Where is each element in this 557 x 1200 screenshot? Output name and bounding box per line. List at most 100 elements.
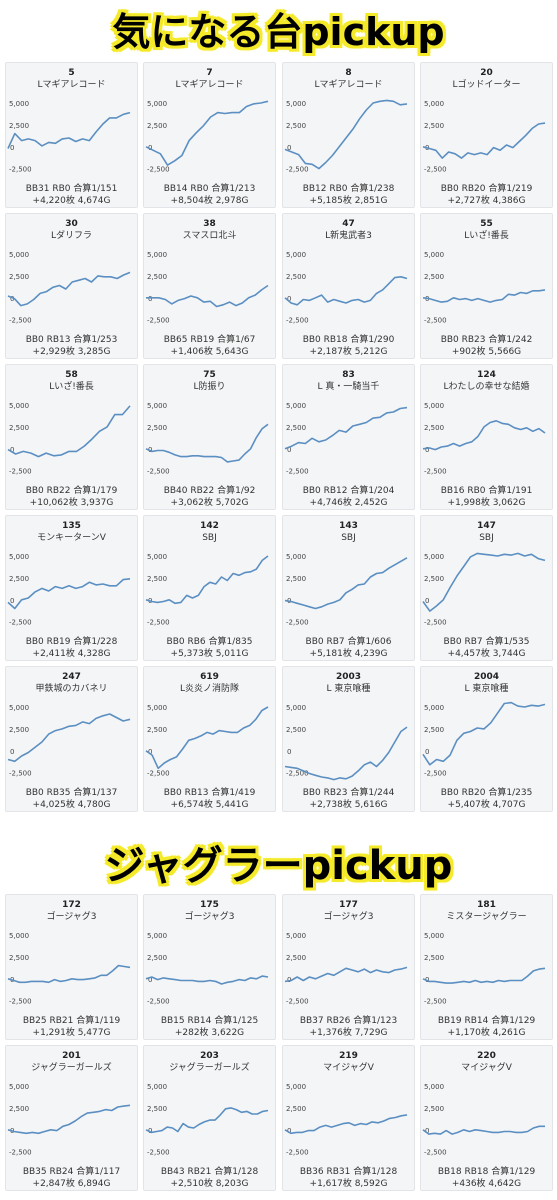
bonus-stats: BB0 RB19 合算1/228 (25, 637, 118, 647)
machine-card[interactable]: 135 モンキーターンV 5,000 2,500 0 -2,500 BB0 RB19 合算1… (5, 515, 138, 661)
machine-card[interactable]: 142 SBJ 5,000 2,500 0 -2,500 BB0 RB6 合算1/835 +5… (143, 515, 276, 661)
machine-card[interactable]: 147 SBJ 5,000 2,500 0 -2,500 BB0 RB7 合算1/535 +4… (420, 515, 553, 661)
machine-card[interactable]: 30 Lダリフラ 5,000 2,500 0 -2,500 BB0 RB13 合算1/253… (5, 213, 138, 359)
machine-name: ゴージャグ3 (323, 912, 374, 922)
y-tick-label: 2,500 (286, 424, 306, 432)
machine-number: 619 (200, 672, 219, 682)
machine-card[interactable]: 220 マイジャグV 5,000 2,500 0 -2,500 BB18 RB18 合算1/… (420, 1045, 553, 1191)
payout-stats: +10,062枚 3,937G (29, 498, 114, 508)
machine-card[interactable]: 219 マイジャグV 5,000 2,500 0 -2,500 BB36 RB31 合算1/… (282, 1045, 415, 1191)
machine-card[interactable]: 177 ゴージャグ3 5,000 2,500 0 -2,500 BB37 RB26 合算1/… (282, 894, 415, 1040)
machine-card[interactable]: 619 L炎炎ノ消防隊 5,000 2,500 0 -2,500 BB0 RB13 合算1/… (143, 666, 276, 812)
series-line (145, 1107, 269, 1134)
machine-number: 203 (200, 1051, 219, 1061)
y-tick-label: 5,000 (286, 553, 306, 561)
y-tick-label: 0 (10, 295, 14, 303)
machine-card[interactable]: 2003 L 東京喰種 5,000 2,500 0 -2,500 BB0 RB23 合算1/… (282, 666, 415, 812)
y-tick-label: -2,500 (9, 166, 32, 174)
machine-name: Lマギアレコード (37, 80, 106, 90)
y-tick-label: 2,500 (286, 1105, 306, 1113)
machine-card[interactable]: 247 甲鉄城のカバネリ 5,000 2,500 0 -2,500 BB0 RB35 合算1… (5, 666, 138, 812)
y-tick-label: 2,500 (9, 122, 29, 130)
machine-number: 142 (200, 521, 219, 531)
payout-stats: +1,406枚 5,643G (170, 347, 249, 357)
machine-card[interactable]: 203 ジャグラーガールズ 5,000 2,500 0 -2,500 BB43 RB21 合… (143, 1045, 276, 1191)
machine-card[interactable]: 172 ゴージャグ3 5,000 2,500 0 -2,500 BB25 RB21 合算1/… (5, 894, 138, 1040)
y-tick-label: 5,000 (286, 251, 306, 259)
series-line (284, 275, 408, 306)
machine-name: 甲鉄城のカバネリ (35, 684, 108, 694)
series-line (284, 1114, 408, 1135)
machine-card[interactable]: 8 Lマギアレコード 5,000 2,500 0 -2,500 BB12 RB0 合算1/2… (282, 62, 415, 208)
bonus-stats: BB0 RB13 合算1/419 (163, 788, 256, 798)
machine-number: 135 (62, 521, 81, 531)
y-tick-label: 0 (287, 144, 291, 152)
y-tick-label: -2,500 (286, 166, 309, 174)
y-tick-label: 0 (148, 144, 152, 152)
machine-card[interactable]: 38 スマスロ北斗 5,000 2,500 0 -2,500 BB65 RB19 合算1/6… (143, 213, 276, 359)
payout-stats: +6,574枚 5,441G (170, 800, 249, 810)
series-line (284, 726, 408, 781)
machine-name: ゴージャグ3 (46, 912, 97, 922)
machine-name: Lゴッドイーター (452, 80, 521, 90)
series-line (422, 122, 546, 159)
machine-card[interactable]: 83 L 真・一騎当千 5,000 2,500 0 -2,500 BB0 RB12 合算1/… (282, 364, 415, 510)
bonus-stats: BB43 RB21 合算1/128 (160, 1167, 259, 1177)
y-tick-label: 0 (287, 446, 291, 454)
payout-stats: +5,185枚 2,851G (309, 196, 388, 206)
series-line (422, 289, 546, 303)
machine-card[interactable]: 20 Lゴッドイーター 5,000 2,500 0 -2,500 BB0 RB20 合算1/… (420, 62, 553, 208)
bonus-stats: BB25 RB21 合算1/119 (22, 1016, 121, 1026)
machine-card[interactable]: 5 Lマギアレコード 5,000 2,500 0 -2,500 BB31 RB0 合算1/1… (5, 62, 138, 208)
machine-card[interactable]: 181 ミスタージャグラー 5,000 2,500 0 -2,500 BB19 RB14 合… (420, 894, 553, 1040)
y-tick-label: -2,500 (9, 998, 32, 1006)
payout-stats: +1,291枚 5,477G (32, 1028, 111, 1038)
y-tick-label: -2,500 (286, 317, 309, 325)
y-tick-label: -2,500 (424, 770, 447, 778)
machine-number: 201 (62, 1051, 81, 1061)
machine-card[interactable]: 55 Lいざ!番長 5,000 2,500 0 -2,500 BB0 RB23 合算1/24… (420, 213, 553, 359)
machine-name: Lダリフラ (50, 231, 92, 241)
series-line (284, 966, 408, 983)
machine-card[interactable]: 7 Lマギアレコード 5,000 2,500 0 -2,500 BB14 RB0 合算1/2… (143, 62, 276, 208)
machine-card[interactable]: 124 Lわたしの幸せな結婚 5,000 2,500 0 -2,500 BB16 RB0 合… (420, 364, 553, 510)
y-tick-label: 5,000 (147, 100, 167, 108)
y-tick-label: 2,500 (286, 954, 306, 962)
machine-number: 58 (65, 370, 78, 380)
machine-name: L新鬼武者3 (325, 231, 372, 241)
machine-card[interactable]: 175 ゴージャグ3 5,000 2,500 0 -2,500 BB15 RB14 合算1/… (143, 894, 276, 1040)
machine-card[interactable]: 47 L新鬼武者3 5,000 2,500 0 -2,500 BB0 RB18 合算1/29… (282, 213, 415, 359)
machine-card[interactable]: 143 SBJ 5,000 2,500 0 -2,500 BB0 RB7 合算1/606 +5… (282, 515, 415, 661)
y-tick-label: -2,500 (9, 317, 32, 325)
payout-stats: +5,181枚 4,239G (309, 649, 388, 659)
machine-name: マイジャグV (461, 1063, 512, 1073)
y-tick-label: 5,000 (424, 251, 444, 259)
machine-card[interactable]: 58 Lいざ!番長 5,000 2,500 0 -2,500 BB0 RB22 合算1/17… (5, 364, 138, 510)
machine-card[interactable]: 201 ジャグラーガールズ 5,000 2,500 0 -2,500 BB35 RB24 合… (5, 1045, 138, 1191)
payout-stats: +5,373枚 5,011G (170, 649, 249, 659)
payout-stats: +8,504枚 2,978G (170, 196, 249, 206)
y-tick-label: 2,500 (147, 954, 167, 962)
series-line (7, 1104, 131, 1135)
machine-card[interactable]: 2004 L 東京喰種 5,000 2,500 0 -2,500 BB0 RB20 合算1/… (420, 666, 553, 812)
y-tick-label: 2,500 (147, 424, 167, 432)
y-tick-label: -2,500 (147, 770, 170, 778)
machine-number: 175 (200, 900, 219, 910)
machine-name: L 真・一騎当千 (317, 382, 380, 392)
y-tick-label: -2,500 (286, 770, 309, 778)
y-tick-label: 5,000 (9, 932, 29, 940)
machine-card[interactable]: 75 L防振り 5,000 2,500 0 -2,500 BB40 RB22 合算1/92 +… (143, 364, 276, 510)
machine-number: 20 (480, 68, 493, 78)
